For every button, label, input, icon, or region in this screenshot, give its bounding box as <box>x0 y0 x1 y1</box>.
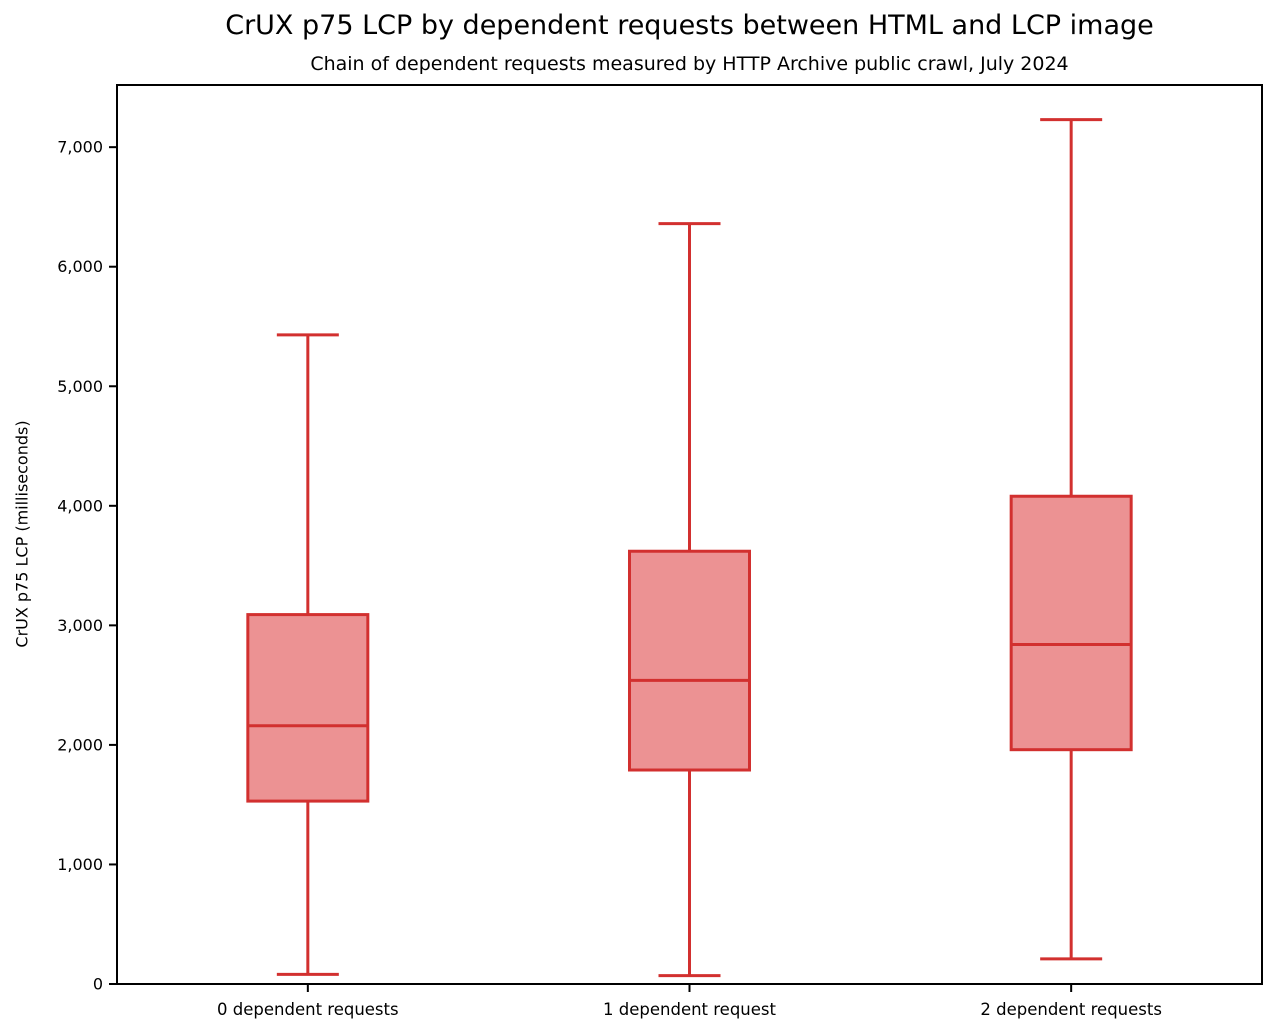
iqr-box <box>246 613 370 803</box>
y-tick-label: 2,000 <box>57 735 103 754</box>
y-tick-label: 5,000 <box>57 377 103 396</box>
iqr-box <box>1009 494 1133 752</box>
x-tick-label: 1 dependent request <box>603 1000 776 1019</box>
y-tick-label: 0 <box>93 975 103 994</box>
y-tick-label: 7,000 <box>57 138 103 157</box>
chart-subtitle: Chain of dependent requests measured by … <box>310 53 1069 75</box>
y-tick-label: 4,000 <box>57 496 103 515</box>
x-tick-label: 0 dependent requests <box>217 1000 399 1019</box>
y-tick-label: 1,000 <box>57 855 103 874</box>
x-tick-label: 2 dependent requests <box>980 1000 1162 1019</box>
chart-title: CrUX p75 LCP by dependent requests betwe… <box>225 10 1154 41</box>
axes-frame <box>116 84 1263 985</box>
y-tick-label: 6,000 <box>57 257 103 276</box>
iqr-box <box>628 549 751 772</box>
y-tick-label: 3,000 <box>57 616 103 635</box>
